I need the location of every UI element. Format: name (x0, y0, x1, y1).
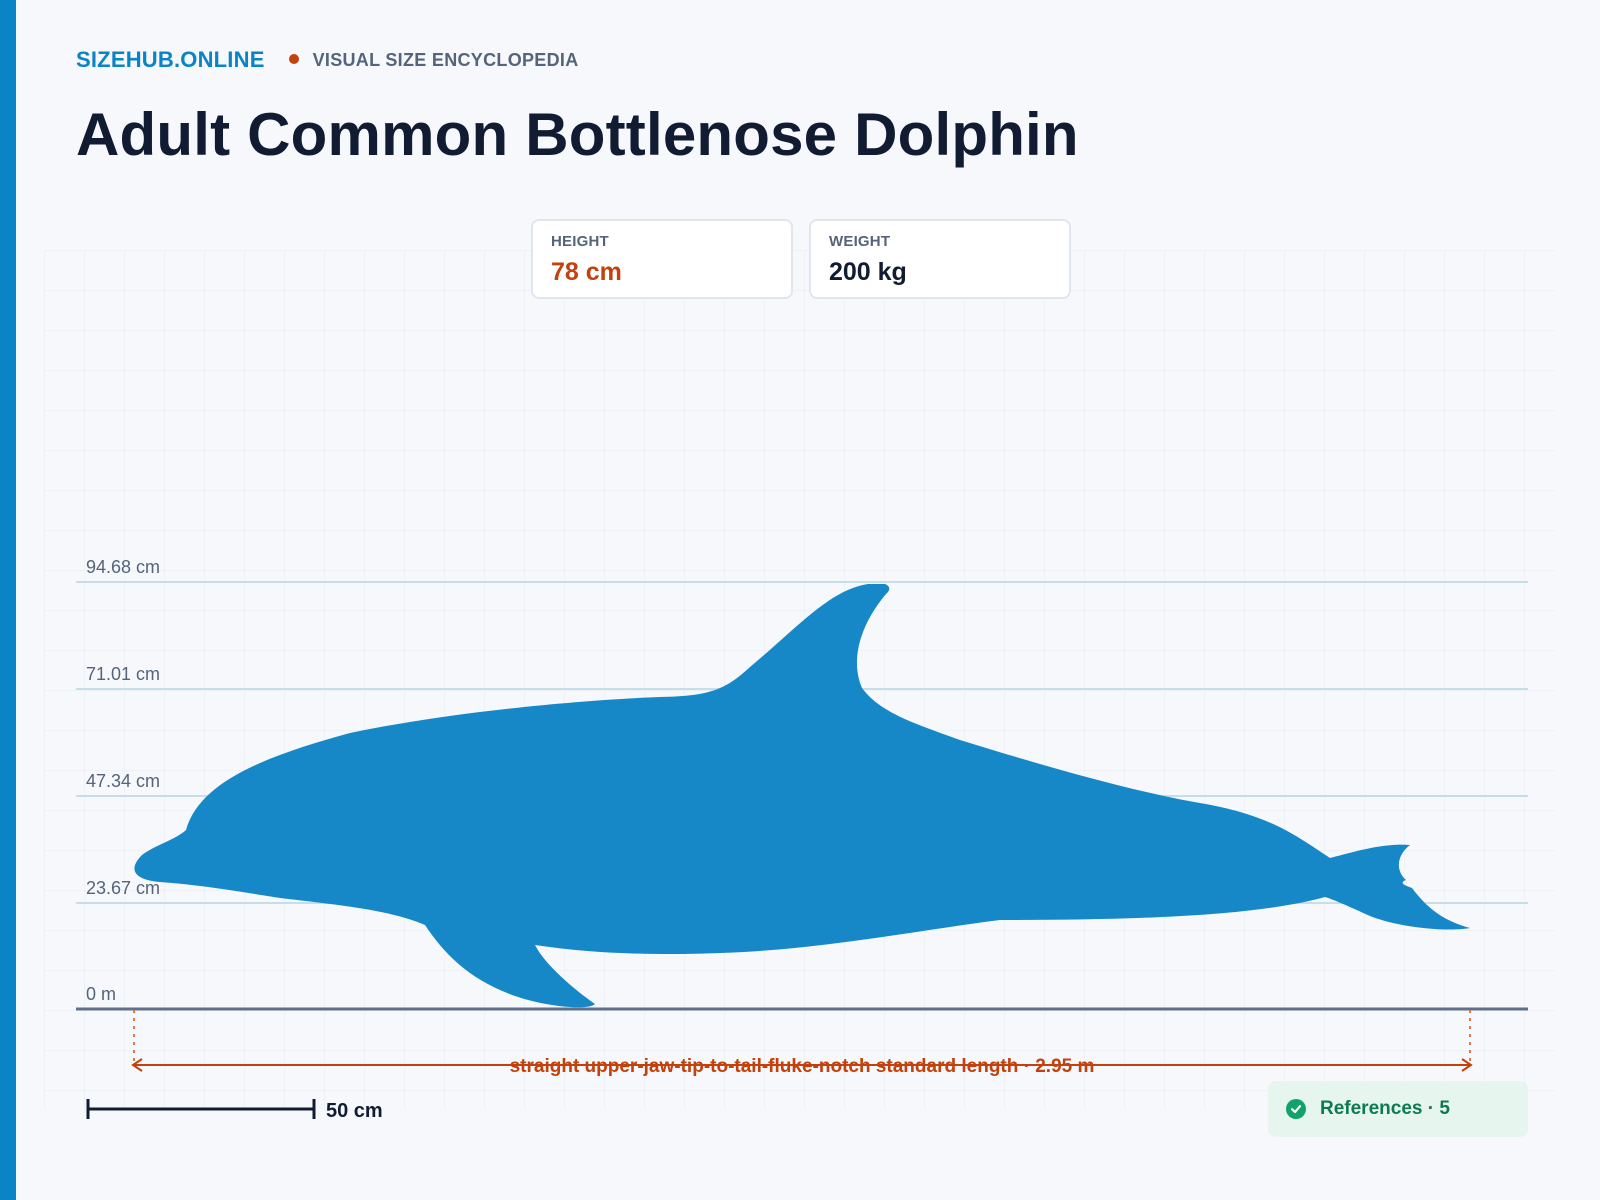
brand-row: SIZEHUB.ONLINE VISUAL SIZE ENCYCLOPEDIA (76, 47, 579, 73)
height-stat-label: HEIGHT (551, 233, 609, 250)
height-stat-card: HEIGHT 78 cm (531, 219, 793, 299)
check-circle-icon (1286, 1099, 1306, 1119)
guide-label: 0 m (86, 984, 116, 1004)
weight-stat-card: WEIGHT 200 kg (809, 219, 1071, 299)
weight-stat-label: WEIGHT (829, 233, 891, 250)
accent-bar (0, 0, 16, 1200)
length-label: straight upper-jaw-tip-to-tail-fluke-not… (510, 1056, 1095, 1077)
dot-icon (288, 54, 299, 64)
brand-name[interactable]: SIZEHUB.ONLINE (76, 47, 265, 72)
dolphin-silhouette (134, 584, 1471, 1008)
height-stat-value: 78 cm (551, 258, 622, 286)
weight-stat-value: 200 kg (829, 258, 907, 286)
guide-label: 71.01 cm (86, 664, 160, 684)
references-label: References · 5 (1320, 1098, 1450, 1119)
arrow-right-icon (1461, 1058, 1473, 1072)
guide-label: 94.68 cm (86, 557, 160, 577)
page-title: Adult Common Bottlenose Dolphin (76, 101, 1079, 168)
references-button[interactable]: References · 5 (1268, 1081, 1528, 1137)
guide-label: 23.67 cm (86, 878, 160, 898)
scale-bar-label: 50 cm (326, 1100, 383, 1122)
arrow-left-icon (131, 1058, 143, 1072)
guide-label: 47.34 cm (86, 771, 160, 791)
tagline: VISUAL SIZE ENCYCLOPEDIA (312, 49, 579, 70)
